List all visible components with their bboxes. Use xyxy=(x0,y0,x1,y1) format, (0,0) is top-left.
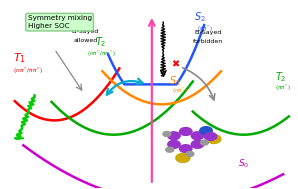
Text: allowed: allowed xyxy=(73,37,97,43)
Text: $(n\pi^*)$: $(n\pi^*)$ xyxy=(173,86,189,96)
Circle shape xyxy=(191,140,204,148)
Text: forbidden: forbidden xyxy=(193,39,224,44)
Circle shape xyxy=(204,132,217,140)
Text: $T_2$: $T_2$ xyxy=(95,35,107,49)
Text: El-Sayed: El-Sayed xyxy=(72,29,99,34)
Text: El-Sayed: El-Sayed xyxy=(195,30,222,35)
Text: $(n\pi^*/\pi\pi^*)$: $(n\pi^*/\pi\pi^*)$ xyxy=(13,66,44,76)
Circle shape xyxy=(201,140,209,145)
Circle shape xyxy=(200,127,212,135)
Circle shape xyxy=(168,140,180,148)
Circle shape xyxy=(168,132,180,140)
Text: Symmetry mixing
Higher SOC: Symmetry mixing Higher SOC xyxy=(27,15,92,29)
Circle shape xyxy=(179,128,192,135)
Circle shape xyxy=(163,132,171,136)
Circle shape xyxy=(186,152,194,156)
Circle shape xyxy=(179,145,192,153)
Text: $T_2$: $T_2$ xyxy=(275,71,286,84)
Circle shape xyxy=(191,132,204,140)
Text: $S_2$: $S_2$ xyxy=(194,10,206,24)
Text: $(n\pi^*/\pi\pi^*)$: $(n\pi^*/\pi\pi^*)$ xyxy=(87,48,115,59)
Text: $S_1$: $S_1$ xyxy=(169,74,181,88)
Circle shape xyxy=(176,153,190,162)
Text: $T_1$: $T_1$ xyxy=(13,51,27,65)
Text: $S_0$: $S_0$ xyxy=(238,157,249,170)
Text: $(\pi\pi^*)$: $(\pi\pi^*)$ xyxy=(197,23,213,33)
Text: ✖: ✖ xyxy=(171,59,179,69)
Circle shape xyxy=(207,135,221,143)
Circle shape xyxy=(166,147,174,152)
Text: $(\pi\pi^*)$: $(\pi\pi^*)$ xyxy=(275,83,291,93)
